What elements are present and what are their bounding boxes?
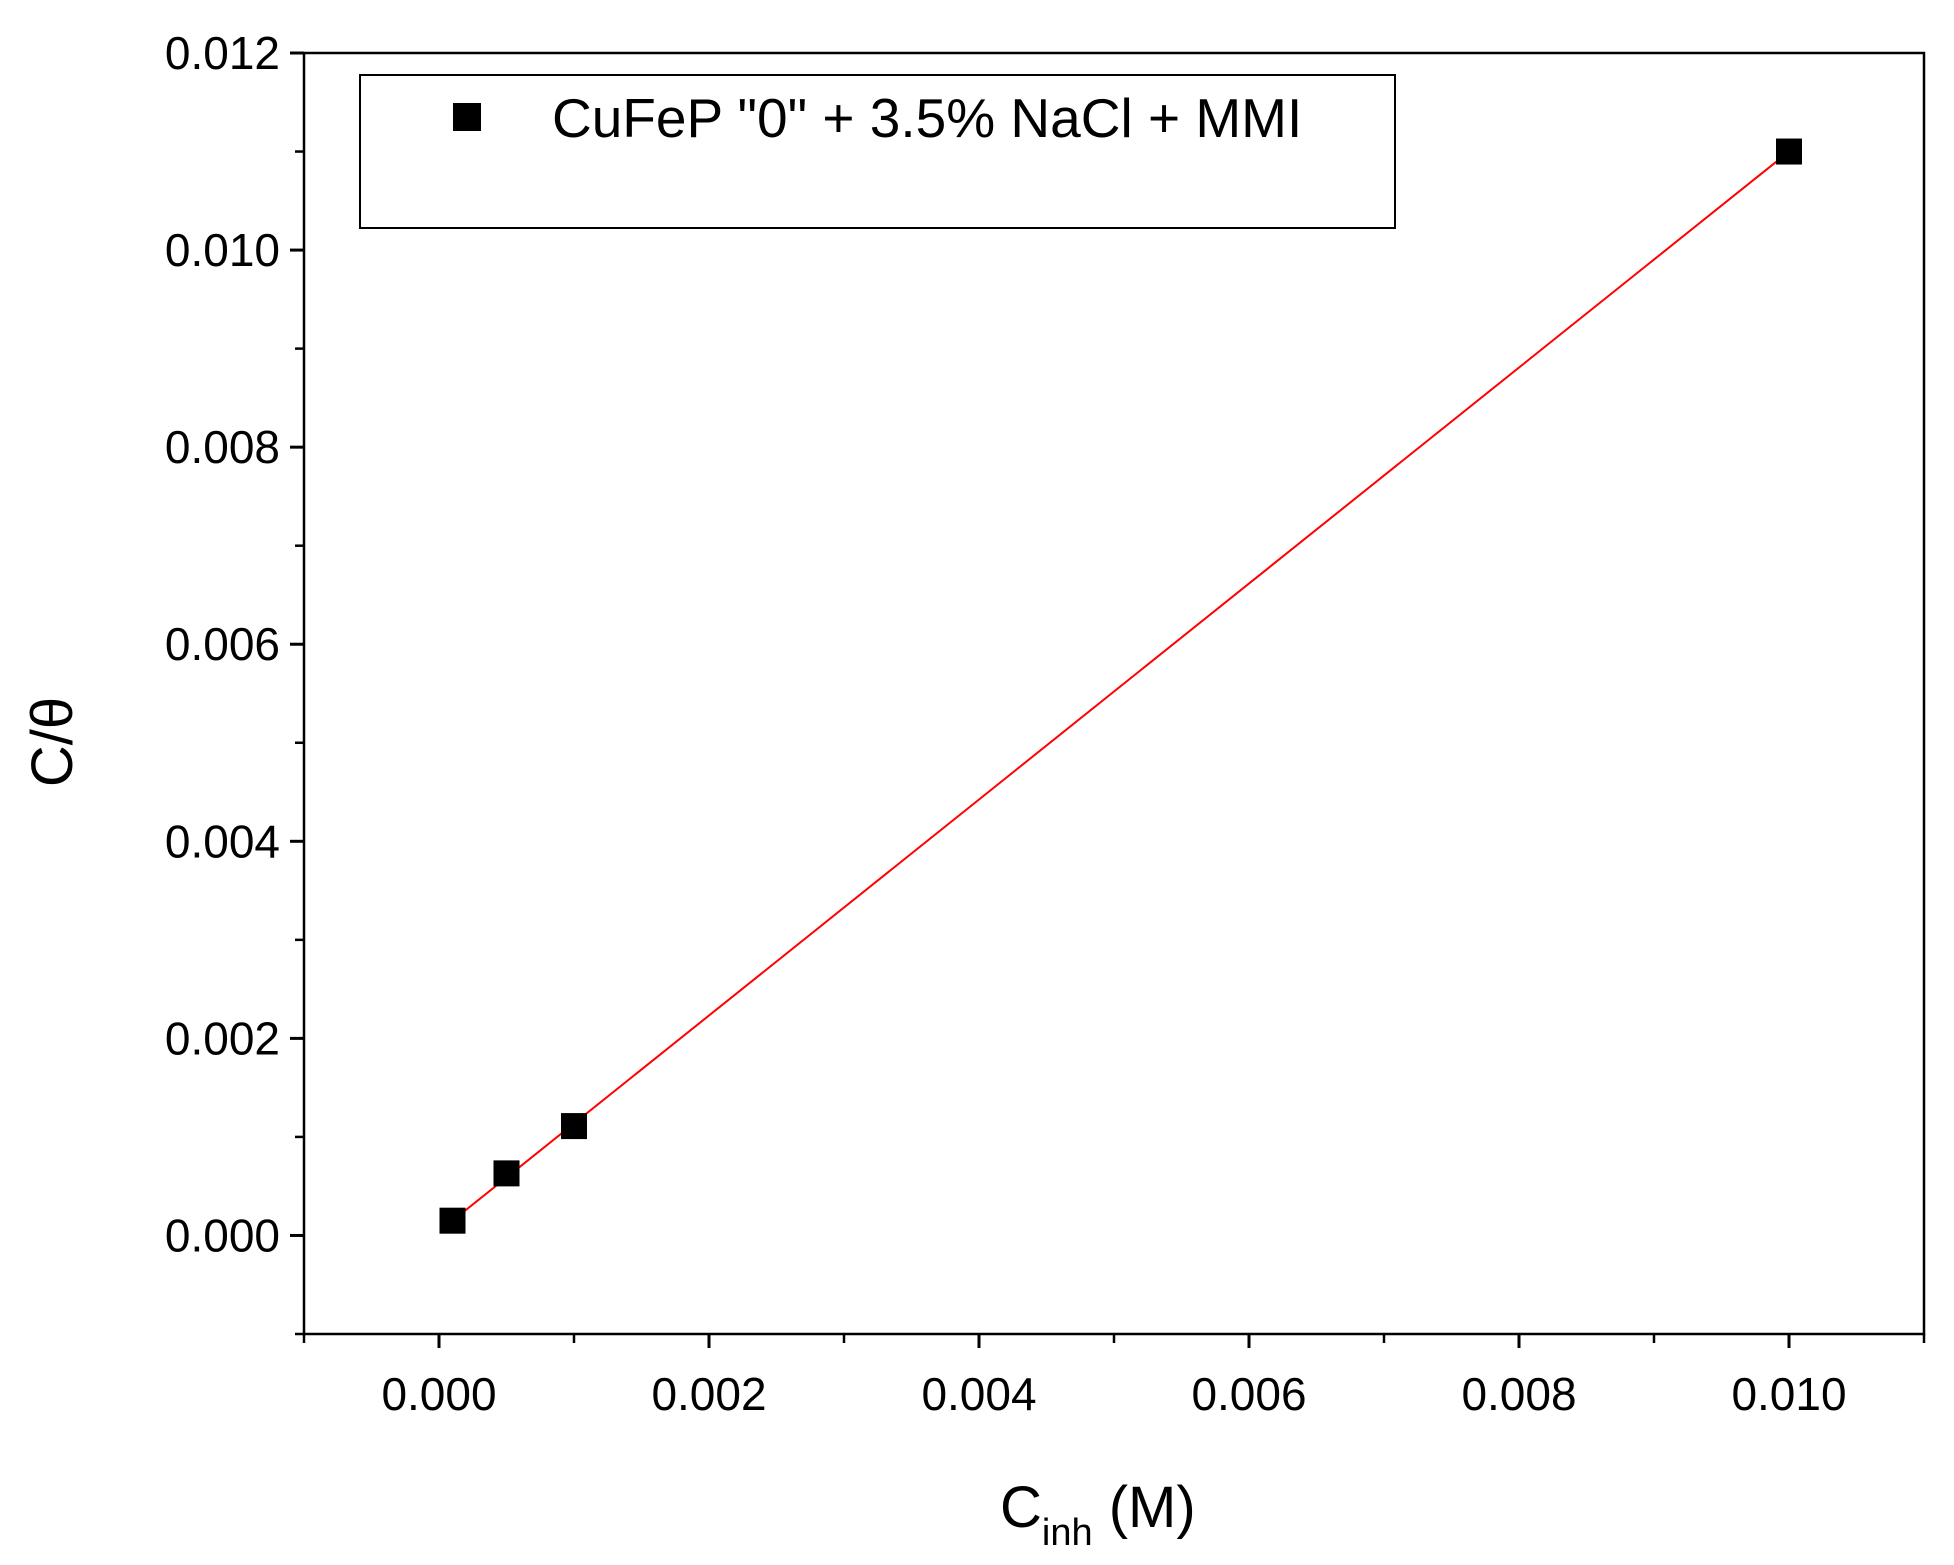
y-tick-label-1: 0.002 [165, 1012, 280, 1064]
y-tick-label-2: 0.004 [165, 815, 280, 867]
x-tick-label-3: 0.006 [1191, 1368, 1306, 1420]
plot-area: 0.000 0.002 0.004 0.006 0.008 0.010 0.000 0.002… [165, 27, 1926, 1420]
fit-line [451, 150, 1790, 1222]
data-point-0-1 [493, 1160, 520, 1187]
x-tick-label-2: 0.004 [921, 1368, 1036, 1420]
y-axis-title: C/θ [20, 697, 85, 787]
y-tick-label-0: 0.000 [165, 1209, 280, 1261]
data-point-0-2 [561, 1113, 587, 1140]
data-point-0-0 [439, 1207, 466, 1234]
legend-label: CuFeP "0" + 3.5% NaCl + MMI [552, 87, 1302, 149]
x-tick-label-1: 0.002 [651, 1368, 766, 1420]
legend-box [359, 74, 1396, 229]
x-axis-title-unit: (M) [1093, 1475, 1196, 1540]
x-tick-label-5: 0.010 [1731, 1368, 1846, 1420]
x-tick-label-4: 0.008 [1461, 1368, 1576, 1420]
y-tick-label-3: 0.006 [165, 618, 280, 670]
legend: CuFeP "0" + 3.5% NaCl + MMI [359, 74, 1396, 229]
data-point-0-3 [1776, 138, 1802, 165]
x-tick-label-0: 0.000 [381, 1368, 496, 1420]
y-tick-label-5: 0.010 [165, 224, 280, 276]
y-tick-label-6: 0.012 [165, 27, 280, 79]
x-axis-title-main: C [1000, 1475, 1042, 1540]
x-axis-title: Cinh (M) [1000, 1475, 1196, 1554]
x-axis-title-subscript: inh [1042, 1512, 1093, 1554]
legend-marker-square [453, 103, 481, 131]
y-tick-label-4: 0.008 [165, 421, 280, 473]
